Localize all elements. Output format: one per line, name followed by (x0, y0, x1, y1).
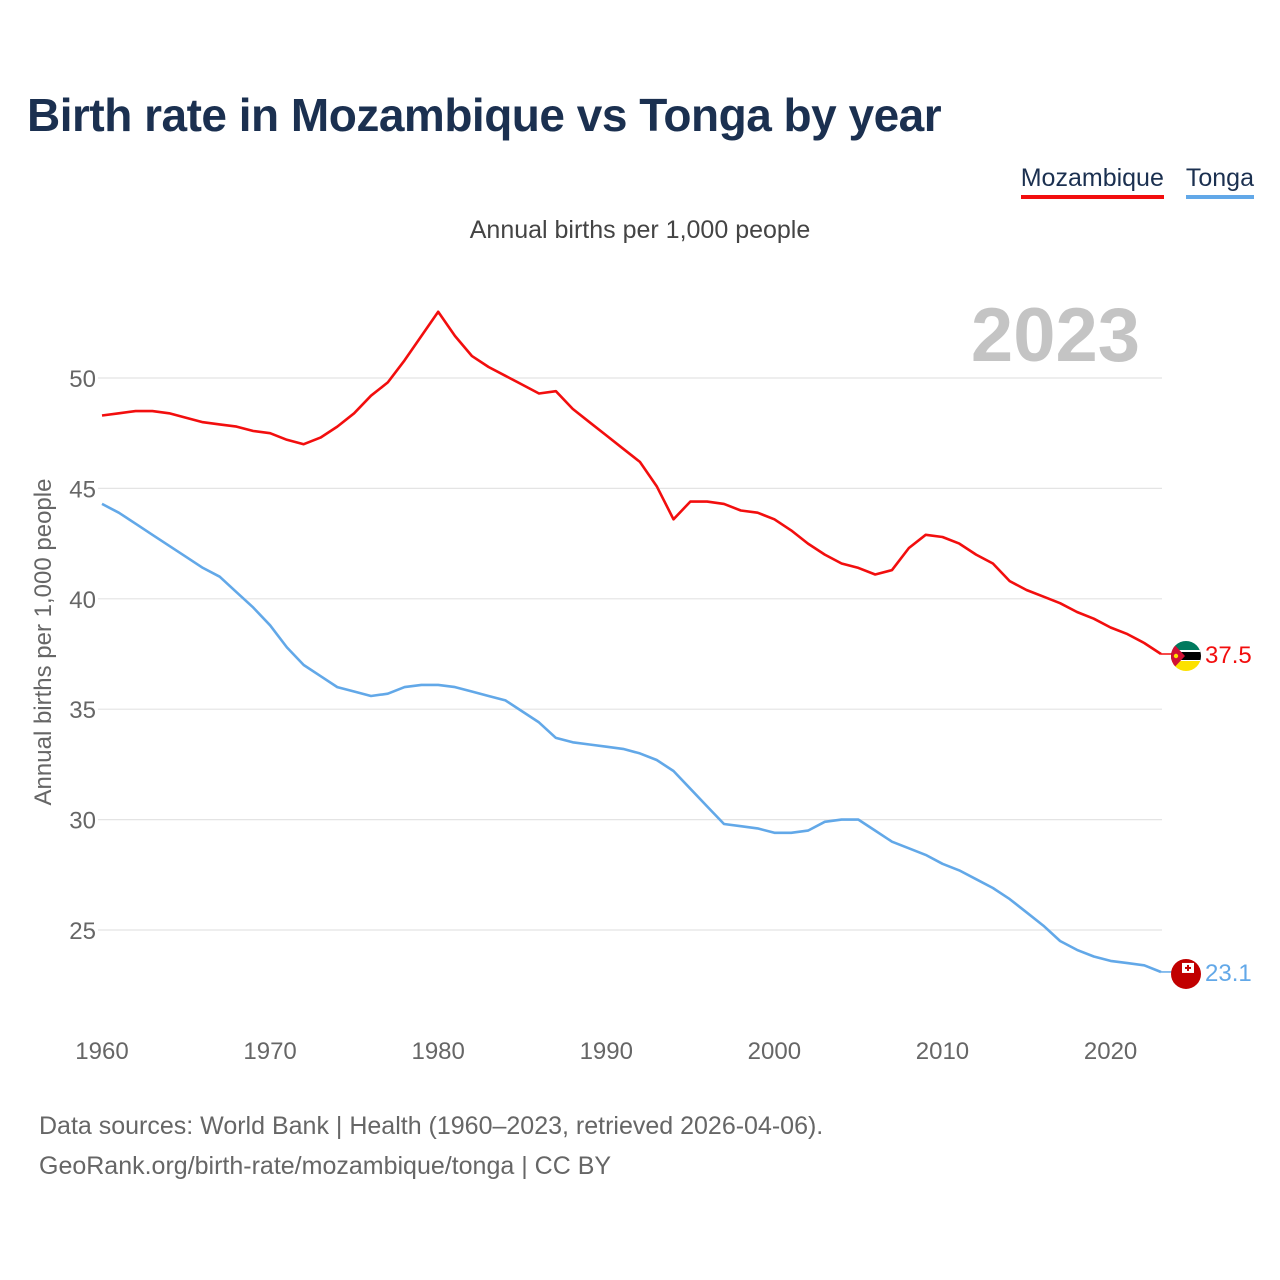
x-tick-label-1990: 1990 (580, 1038, 633, 1065)
source-line-2: GeoRank.org/birth-rate/mozambique/tonga … (39, 1152, 612, 1180)
chart-title: Birth rate in Mozambique vs Tonga by yea… (27, 89, 942, 141)
source-note: Data sources: World Bank | Health (1960–… (39, 1106, 823, 1186)
y-axis-label: Annual births per 1,000 people (30, 479, 57, 806)
x-tick-label-2000: 2000 (748, 1038, 801, 1065)
series-line-tonga (101, 502, 1162, 974)
legend-item-tonga[interactable]: Tonga (1185, 164, 1254, 199)
series-line-mozambique (101, 310, 1162, 656)
chart-subtitle: Annual births per 1,000 people (469, 216, 811, 244)
end-value-label-tonga: 23.1 (1205, 960, 1252, 987)
y-tick-label-45: 45 (69, 476, 96, 503)
y-tick-label-30: 30 (69, 808, 96, 835)
source-line-1: Data sources: World Bank | Health (1960–… (39, 1112, 824, 1140)
y-tick-label-35: 35 (69, 697, 96, 724)
legend: Mozambique Tonga (1020, 164, 1254, 199)
x-tick-label-2020: 2020 (1084, 1038, 1137, 1065)
year-label: 2023 (971, 293, 1140, 378)
x-tick-label-1970: 1970 (243, 1038, 296, 1065)
y-tick-label-40: 40 (69, 587, 96, 614)
x-tick-label-1960: 1960 (75, 1038, 128, 1065)
line-chart: 25 30 35 40 45 50 1960 1970 1980 1990 2000 2010 2020… (30, 293, 1252, 1065)
flag-tonga-icon (1171, 958, 1201, 989)
y-tick-label-50: 50 (69, 366, 96, 393)
legend-item-mozambique[interactable]: Mozambique (1020, 164, 1164, 199)
x-tick-label-2010: 2010 (916, 1038, 969, 1065)
end-value-label-mozambique: 37.5 (1205, 642, 1252, 669)
y-tick-label-25: 25 (69, 918, 96, 945)
flag-mozambique-icon (1171, 641, 1201, 671)
x-tick-label-1980: 1980 (411, 1038, 464, 1065)
